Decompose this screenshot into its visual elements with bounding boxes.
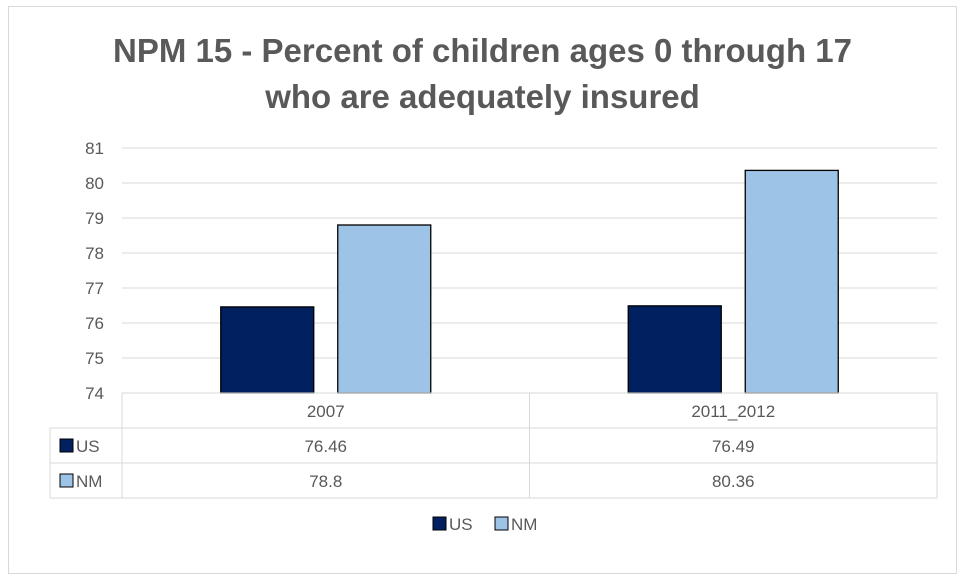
table-legend-key-us	[59, 438, 74, 453]
y-tick-label-77: 77	[85, 279, 104, 298]
y-tick-label-79: 79	[85, 209, 104, 228]
y-tick-label-75: 75	[85, 349, 104, 368]
table-series-label-nm: NM	[76, 472, 102, 491]
y-tick-label-76: 76	[85, 314, 104, 333]
bar-us-2007	[220, 306, 315, 394]
chart-title: NPM 15 - Percent of children ages 0 thro…	[0, 28, 965, 120]
legend-label-us: US	[449, 515, 473, 534]
table-value-us-2011_2012: 76.49	[712, 437, 755, 456]
legend-key-nm	[494, 516, 509, 531]
bar-nm-2011_2012	[744, 169, 839, 394]
y-tick-label-81: 81	[85, 139, 104, 158]
table-value-nm-2011_2012: 80.36	[712, 472, 755, 491]
y-tick-label-78: 78	[85, 244, 104, 263]
table-legend-key-nm	[59, 473, 74, 488]
y-tick-label-80: 80	[85, 174, 104, 193]
table-value-nm-2007: 78.8	[309, 472, 342, 491]
table-value-us-2007: 76.46	[304, 437, 347, 456]
chart-frame	[8, 6, 957, 574]
table-series-label-us: US	[76, 437, 100, 456]
bar-us-2011_2012	[627, 305, 722, 394]
legend-key-us	[432, 516, 447, 531]
table-header-2007: 2007	[307, 402, 345, 421]
chart-title-line-1: NPM 15 - Percent of children ages 0 thro…	[112, 32, 852, 69]
chart-title-line-2: who are adequately insured	[265, 78, 700, 115]
y-tick-label-74: 74	[85, 384, 104, 403]
bar-nm-2007	[337, 224, 432, 394]
legend-label-nm: NM	[511, 515, 537, 534]
table-header-2011_2012: 2011_2012	[691, 402, 775, 421]
